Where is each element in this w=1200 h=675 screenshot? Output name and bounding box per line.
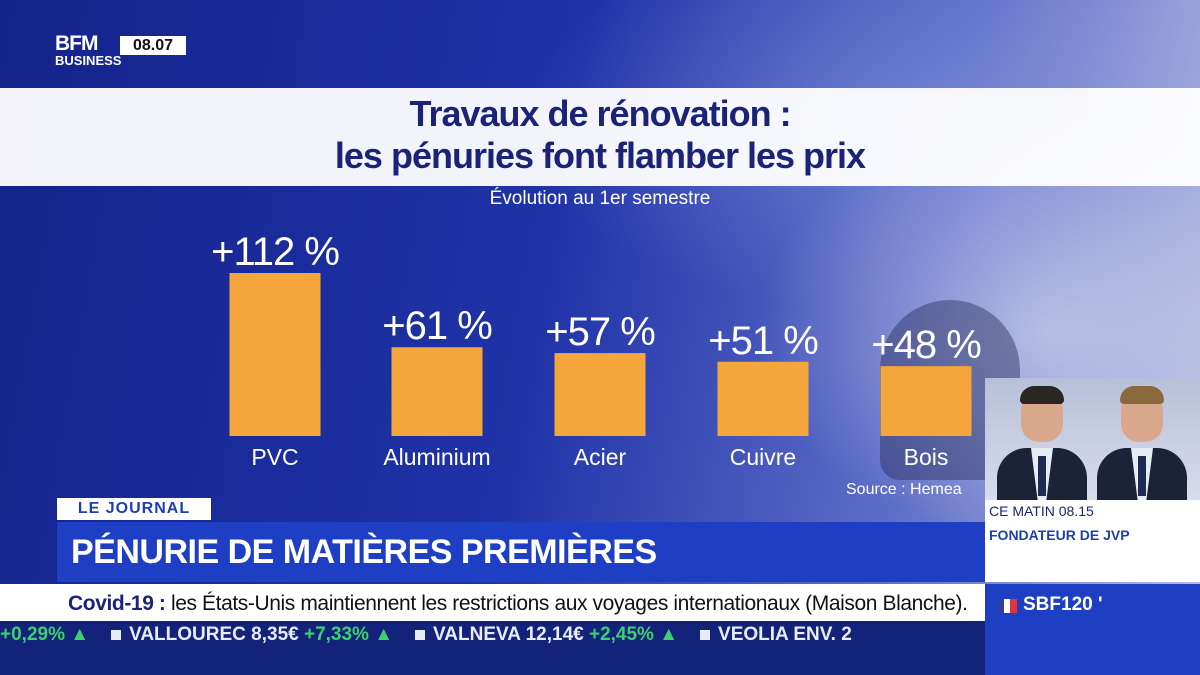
news-ticker-text: Covid-19 : les États-Unis maintiennent l… [68, 592, 968, 616]
category-label-bois: Bois [904, 444, 949, 470]
news-ticker-keyword: Covid-19 : [68, 592, 166, 615]
stock-ticker-row: +0,29% ▲ VALLOUREC 8,35€ +7,33% ▲ VALNEVA … [0, 624, 866, 646]
stock-item: +0,29% ▲ [0, 624, 89, 646]
data-label-acier: +57 % [545, 310, 655, 354]
category-label-pvc: PVC [251, 444, 298, 470]
separator-icon [700, 629, 711, 640]
chart-subtitle: Évolution au 1er semestre [489, 188, 711, 209]
data-label-cuivre: +51 % [708, 319, 818, 363]
france-flag-icon [997, 599, 1018, 613]
bar-bois [880, 366, 972, 436]
headline-band: PÉNURIE DE MATIÈRES PREMIÈRES [57, 522, 985, 582]
category-label-acier: Acier [574, 444, 627, 470]
stock-name: VALNEVA 12,14€ [433, 624, 589, 645]
stock-change: +0,29% ▲ [0, 624, 90, 645]
bar-chart: +112 % PVC +61 % Aluminium +57 % Acier +51 % Cu… [211, 230, 982, 470]
data-label-pvc: +112 % [211, 230, 339, 274]
chart-title-line1: Travaux de rénovation : [409, 93, 791, 134]
stock-change: +7,33% ▲ [303, 624, 394, 645]
news-ticker: Covid-19 : les États-Unis maintiennent l… [0, 584, 985, 621]
presenter-left [993, 380, 1089, 500]
program-tag: LE JOURNAL [57, 498, 211, 520]
chart-title-line2: les pénuries font flamber les prix [334, 135, 866, 176]
category-label-aluminium: Aluminium [383, 444, 490, 470]
presenter-right [1093, 380, 1189, 500]
show-info-box: CE MATIN 08.15 FONDATEUR DE JVP [985, 500, 1200, 582]
stock-change: +2,45% ▲ [588, 624, 679, 645]
stock-name: VALLOUREC 8,35€ [129, 624, 304, 645]
bar-cuivre [717, 361, 809, 436]
data-label-bois: +48 % [871, 323, 981, 367]
stock-ticker: +0,29% ▲ VALLOUREC 8,35€ +7,33% ▲ VALNEVA … [0, 621, 985, 675]
separator-icon [415, 629, 426, 640]
stock-item: VALNEVA 12,14€ +2,45% ▲ [407, 624, 678, 646]
clock: 08.07 [120, 36, 186, 55]
bar-acier [554, 353, 646, 436]
show-guest: FONDATEUR DE JVP [989, 527, 1130, 543]
data-label-aluminium: +61 % [382, 304, 492, 348]
stock-name: VEOLIA ENV. 2 [718, 624, 852, 645]
logo-business: BUSINESS [55, 53, 122, 68]
stock-item: VEOLIA ENV. 2 [692, 624, 852, 646]
channel-logo: BFM BUSINESS [55, 32, 122, 68]
logo-bfm: BFM [55, 32, 99, 55]
bar-pvc [229, 273, 321, 436]
news-ticker-body: les États-Unis maintiennent les restrict… [165, 592, 968, 615]
chart-source: Source : Hemea [846, 481, 962, 498]
index-name: SBF120 ' [1023, 594, 1103, 615]
presenters-video [985, 378, 1200, 500]
bar-aluminium [391, 347, 483, 436]
index-box: SBF120 ' [985, 584, 1200, 675]
headline: PÉNURIE DE MATIÈRES PREMIÈRES [71, 533, 657, 571]
separator-icon [111, 629, 122, 640]
show-time: CE MATIN 08.15 [989, 503, 1094, 519]
stock-item: VALLOUREC 8,35€ +7,33% ▲ [103, 624, 393, 646]
chart-title-band: Travaux de rénovation : les pénuries fon… [0, 88, 1200, 186]
category-label-cuivre: Cuivre [730, 444, 796, 470]
